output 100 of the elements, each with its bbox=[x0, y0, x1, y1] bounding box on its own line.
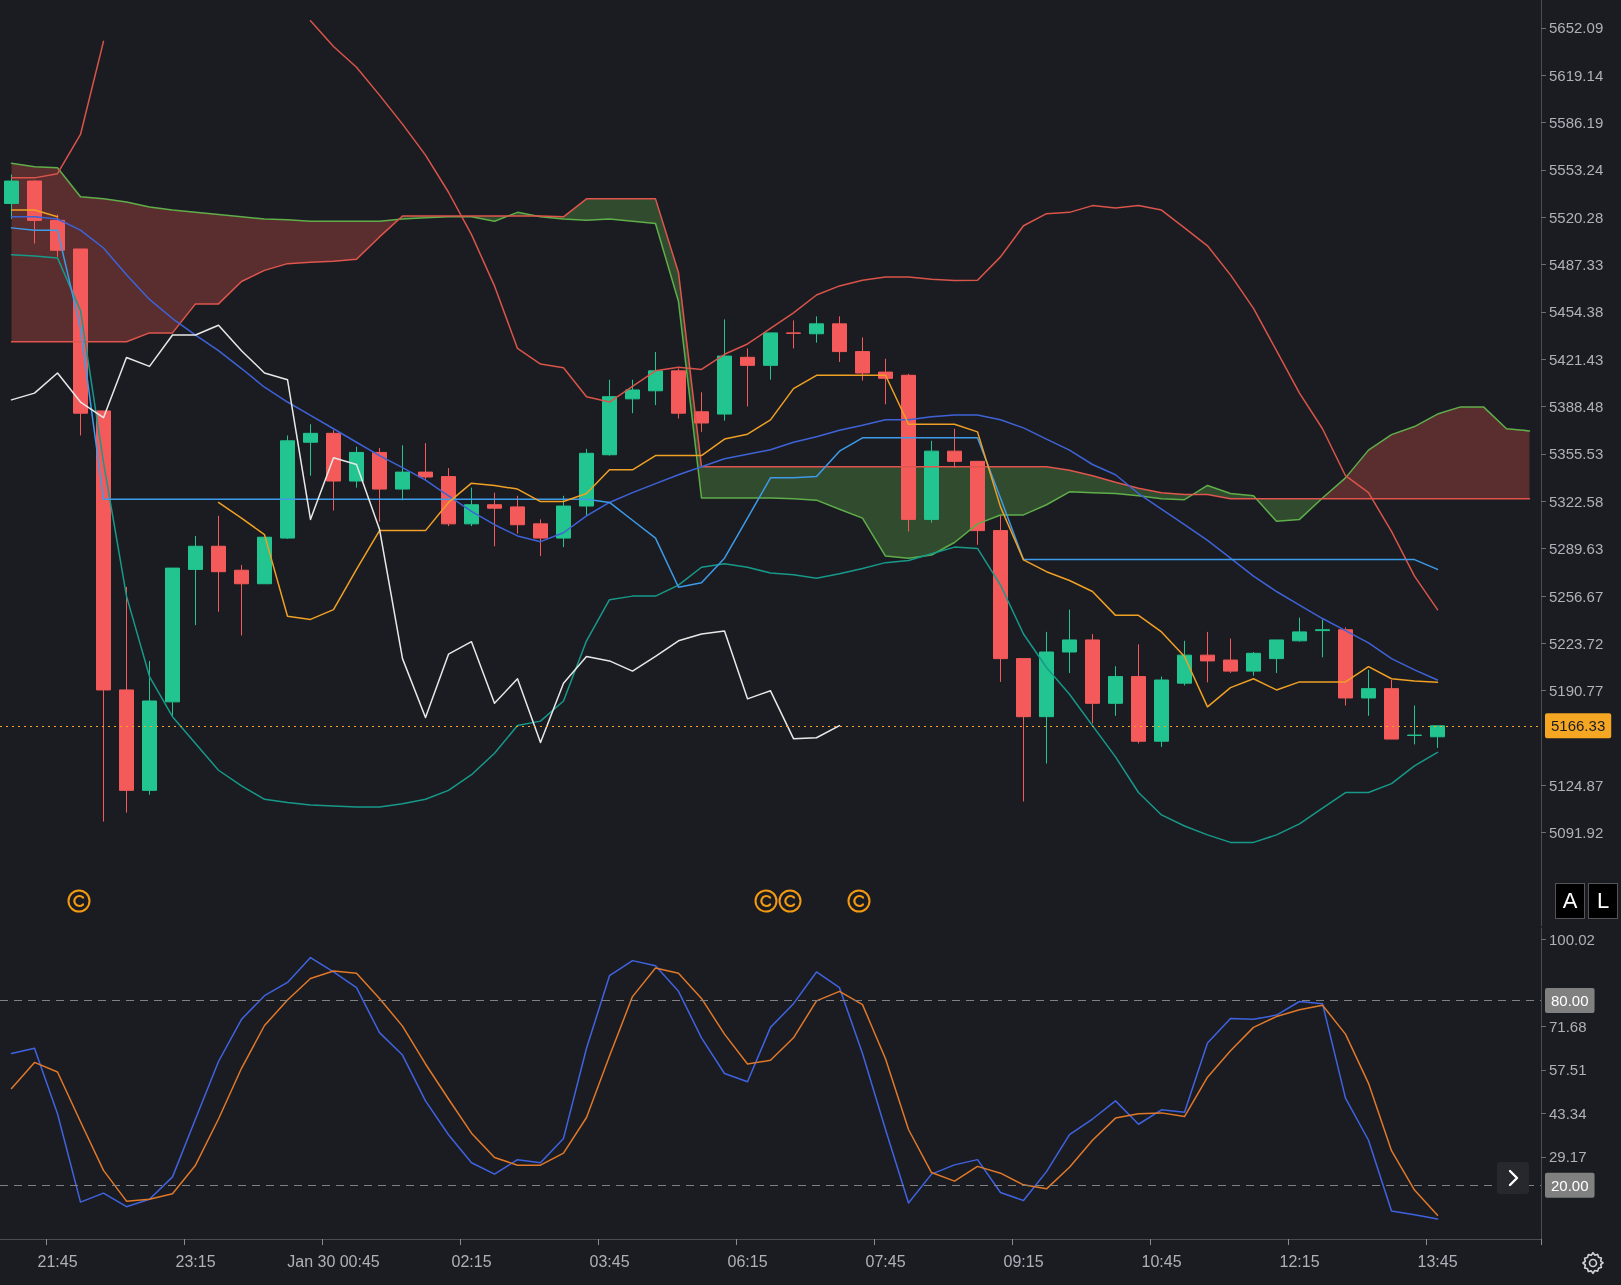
y-tick-label: 5322.58 bbox=[1549, 492, 1604, 510]
candlestick bbox=[533, 518, 548, 557]
y-tick-label: 5553.24 bbox=[1549, 161, 1604, 179]
x-tick-label: 02:15 bbox=[451, 1252, 492, 1270]
y-tick-label: 5388.48 bbox=[1549, 398, 1604, 416]
candlestick bbox=[27, 179, 42, 245]
x-tick-label: 06:15 bbox=[727, 1252, 768, 1270]
x-tick-label: 07:45 bbox=[865, 1252, 906, 1270]
candlestick bbox=[1338, 626, 1353, 706]
candlestick bbox=[188, 535, 203, 626]
y-tick-label: 43.34 bbox=[1549, 1104, 1587, 1122]
candlestick bbox=[625, 379, 640, 414]
candlestick bbox=[947, 428, 962, 469]
candlestick bbox=[924, 440, 939, 524]
candlestick bbox=[602, 379, 617, 457]
ref-line-label: 80.00 bbox=[1551, 992, 1589, 1010]
candlestick bbox=[487, 492, 502, 547]
candlestick bbox=[257, 536, 272, 585]
y-tick-label: 5454.38 bbox=[1549, 303, 1604, 321]
candlestick bbox=[1223, 638, 1238, 674]
y-tick-label: 5124.87 bbox=[1549, 776, 1604, 794]
candlestick bbox=[740, 347, 755, 407]
candlestick bbox=[1200, 631, 1215, 683]
candlestick bbox=[832, 315, 847, 363]
y-tick-label: 5223.72 bbox=[1549, 634, 1604, 652]
candlestick bbox=[303, 423, 318, 477]
candlestick bbox=[326, 429, 341, 511]
candlestick bbox=[1361, 669, 1376, 717]
x-tick-label: 10:45 bbox=[1141, 1252, 1182, 1270]
y-tick-label: 5091.92 bbox=[1549, 824, 1604, 842]
candlestick bbox=[1246, 651, 1261, 677]
candlestick bbox=[418, 442, 433, 481]
candlestick bbox=[1315, 618, 1330, 658]
candlestick bbox=[464, 487, 479, 527]
x-tick-label: Jan 30 00:45 bbox=[287, 1252, 380, 1270]
y-tick-label: 5256.67 bbox=[1549, 587, 1604, 605]
candlestick bbox=[1016, 658, 1031, 802]
candlestick bbox=[855, 336, 870, 382]
candlestick bbox=[717, 318, 732, 422]
candlestick bbox=[556, 495, 571, 548]
candlestick bbox=[694, 391, 709, 433]
y-tick-label: 71.68 bbox=[1549, 1017, 1587, 1035]
y-tick-label: 5520.28 bbox=[1549, 208, 1604, 226]
candlestick bbox=[1108, 665, 1123, 717]
candlestick bbox=[142, 660, 157, 796]
candlestick bbox=[993, 515, 1008, 683]
candlestick bbox=[970, 460, 985, 546]
y-tick-label: 5190.77 bbox=[1549, 682, 1604, 700]
candlestick bbox=[234, 564, 249, 636]
candlestick bbox=[878, 358, 893, 405]
y-tick-label: 5421.43 bbox=[1549, 350, 1604, 368]
line-series bbox=[10, 324, 841, 744]
candlestick bbox=[1177, 640, 1192, 686]
candlestick bbox=[1407, 704, 1422, 745]
x-tick-label: 09:15 bbox=[1003, 1252, 1044, 1270]
candlestick bbox=[349, 446, 364, 489]
candlestick bbox=[1384, 679, 1399, 740]
x-tick-label: 12:15 bbox=[1279, 1252, 1320, 1270]
candlestick bbox=[763, 332, 778, 381]
candlestick bbox=[1131, 643, 1146, 745]
line-series bbox=[10, 253, 1439, 844]
candlestick bbox=[1430, 725, 1445, 749]
y-tick-label: 57.51 bbox=[1549, 1061, 1587, 1079]
candlestick bbox=[671, 368, 686, 420]
candlestick bbox=[119, 586, 134, 814]
ref-line-label: 5166.33 bbox=[1551, 717, 1606, 735]
candlestick bbox=[1269, 639, 1284, 674]
y-tick-label: 100.02 bbox=[1549, 930, 1595, 948]
candlestick bbox=[901, 373, 916, 532]
toggle-button: A bbox=[1555, 883, 1585, 919]
candlestick bbox=[648, 351, 663, 406]
candlestick bbox=[1039, 631, 1054, 764]
candlestick bbox=[280, 434, 295, 540]
candlestick bbox=[579, 448, 594, 517]
candlestick bbox=[4, 173, 19, 220]
y-tick-label: 5619.14 bbox=[1549, 66, 1604, 84]
y-tick-label: 5355.53 bbox=[1549, 445, 1604, 463]
y-tick-label: 5652.09 bbox=[1549, 19, 1604, 37]
x-tick-label: 23:15 bbox=[175, 1252, 216, 1270]
candlestick bbox=[1085, 633, 1100, 724]
candlestick bbox=[96, 410, 111, 823]
x-tick-label: 13:45 bbox=[1417, 1252, 1458, 1270]
candlestick bbox=[372, 447, 387, 523]
x-tick-label: 03:45 bbox=[589, 1252, 630, 1270]
line-series bbox=[10, 227, 1439, 588]
ref-line-label: 20.00 bbox=[1551, 1176, 1589, 1194]
candlestick bbox=[1154, 676, 1169, 748]
candlestick bbox=[809, 315, 824, 344]
candlestick bbox=[510, 495, 525, 535]
candlestick bbox=[441, 467, 456, 527]
y-tick-label: 5487.33 bbox=[1549, 256, 1604, 274]
candlestick bbox=[211, 515, 226, 613]
y-tick-label: 29.17 bbox=[1549, 1148, 1587, 1166]
candlestick bbox=[165, 567, 180, 718]
x-tick-label: 21:45 bbox=[37, 1252, 78, 1270]
candlestick bbox=[1292, 617, 1307, 643]
y-tick-label: 5586.19 bbox=[1549, 114, 1604, 132]
y-tick-label: 5289.63 bbox=[1549, 540, 1604, 558]
toggle-button: L bbox=[1588, 883, 1618, 919]
candlestick bbox=[395, 444, 410, 501]
